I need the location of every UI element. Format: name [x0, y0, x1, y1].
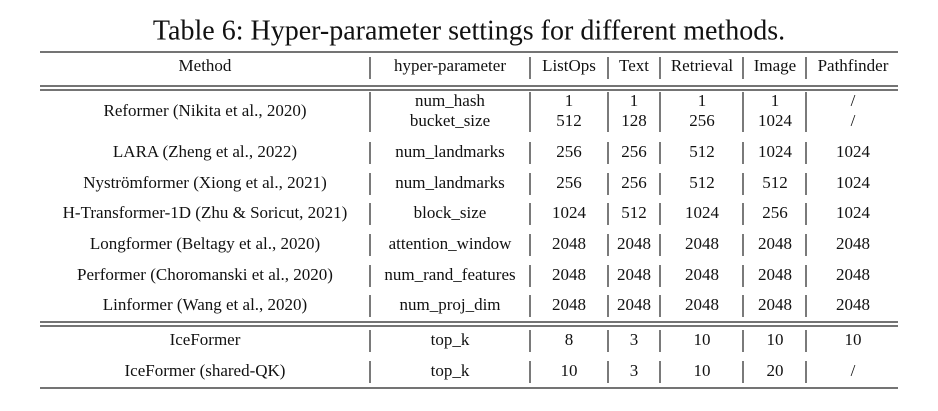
- value-cell: 2048: [685, 265, 719, 284]
- value-cell: 1024: [552, 203, 587, 222]
- parameter-cell: num_rand_features: [384, 265, 515, 284]
- method-cell: Linformer (Wang et al., 2020): [103, 295, 307, 314]
- value-cell: 2048: [758, 234, 792, 253]
- header-cell: Retrieval: [671, 56, 734, 75]
- value-cell: 2048: [617, 265, 651, 284]
- value-cell: 10: [561, 361, 578, 380]
- value-cell: 2048: [617, 295, 651, 314]
- value-cell: 2048: [836, 234, 870, 253]
- value-cell: 1024: [685, 203, 720, 222]
- value-cell: 2048: [758, 295, 792, 314]
- value-cell: 2048: [685, 234, 719, 253]
- value-cell: 2048: [552, 265, 586, 284]
- value-cell: 512: [556, 111, 582, 130]
- value-cell: 20: [767, 361, 784, 380]
- value-cell: 2048: [836, 265, 870, 284]
- parameter-cell: num_landmarks: [395, 173, 505, 192]
- value-cell: 256: [556, 173, 582, 192]
- method-cell: H-Transformer-1D (Zhu & Soricut, 2021): [63, 203, 348, 222]
- header-cell: Text: [619, 56, 649, 75]
- value-cell: 2048: [758, 265, 792, 284]
- value-cell: 10: [845, 330, 862, 349]
- method-cell: IceFormer: [170, 330, 241, 349]
- value-cell: /: [851, 361, 856, 380]
- value-cell: 1: [630, 91, 639, 110]
- value-cell: 1024: [836, 173, 871, 192]
- value-cell: 256: [762, 203, 788, 222]
- value-cell: 256: [556, 142, 582, 161]
- value-cell: 256: [689, 111, 715, 130]
- caption: Table 6: Hyper-parameter settings for di…: [153, 15, 785, 46]
- method-cell: Reformer (Nikita et al., 2020): [104, 101, 307, 120]
- header-cell: Method: [179, 56, 232, 75]
- value-cell: 1024: [758, 111, 793, 130]
- parameter-cell: block_size: [414, 203, 487, 222]
- value-cell: 1: [698, 91, 707, 110]
- value-cell: 256: [621, 142, 647, 161]
- header-cell: Pathfinder: [818, 56, 889, 75]
- value-cell: 8: [565, 330, 574, 349]
- parameter-cell: attention_window: [389, 234, 512, 253]
- method-cell: LARA (Zheng et al., 2022): [113, 142, 297, 161]
- value-cell: 2048: [836, 295, 870, 314]
- parameter-cell: top_k: [431, 361, 470, 380]
- value-cell: 1: [565, 91, 574, 110]
- value-cell: 1024: [836, 203, 871, 222]
- parameter-cell: num_proj_dim: [399, 295, 500, 314]
- value-cell: 1024: [836, 142, 871, 161]
- value-cell: 2048: [617, 234, 651, 253]
- value-cell: 128: [621, 111, 647, 130]
- value-cell: 512: [689, 142, 715, 161]
- value-cell: 2048: [552, 234, 586, 253]
- parameter-cell: num_hash: [415, 91, 485, 110]
- value-cell: /: [851, 91, 856, 110]
- value-cell: 512: [689, 173, 715, 192]
- value-cell: 2048: [685, 295, 719, 314]
- method-cell: Longformer (Beltagy et al., 2020): [90, 234, 320, 253]
- method-cell: IceFormer (shared-QK): [125, 361, 286, 380]
- value-cell: 10: [694, 361, 711, 380]
- header-cell: hyper-parameter: [394, 56, 506, 75]
- value-cell: 3: [630, 361, 639, 380]
- parameter-cell: top_k: [431, 330, 470, 349]
- value-cell: 3: [630, 330, 639, 349]
- value-cell: /: [851, 111, 856, 130]
- value-cell: 2048: [552, 295, 586, 314]
- method-cell: Performer (Choromanski et al., 2020): [77, 265, 333, 284]
- value-cell: 1: [771, 91, 780, 110]
- value-cell: 512: [621, 203, 647, 222]
- value-cell: 1024: [758, 142, 793, 161]
- value-cell: 10: [694, 330, 711, 349]
- header-cell: Image: [754, 56, 796, 75]
- header-cell: ListOps: [542, 56, 596, 75]
- value-cell: 256: [621, 173, 647, 192]
- value-cell: 512: [762, 173, 788, 192]
- method-cell: Nyströmformer (Xiong et al., 2021): [83, 173, 327, 192]
- parameter-cell: bucket_size: [410, 111, 490, 130]
- parameter-cell: num_landmarks: [395, 142, 505, 161]
- value-cell: 10: [767, 330, 784, 349]
